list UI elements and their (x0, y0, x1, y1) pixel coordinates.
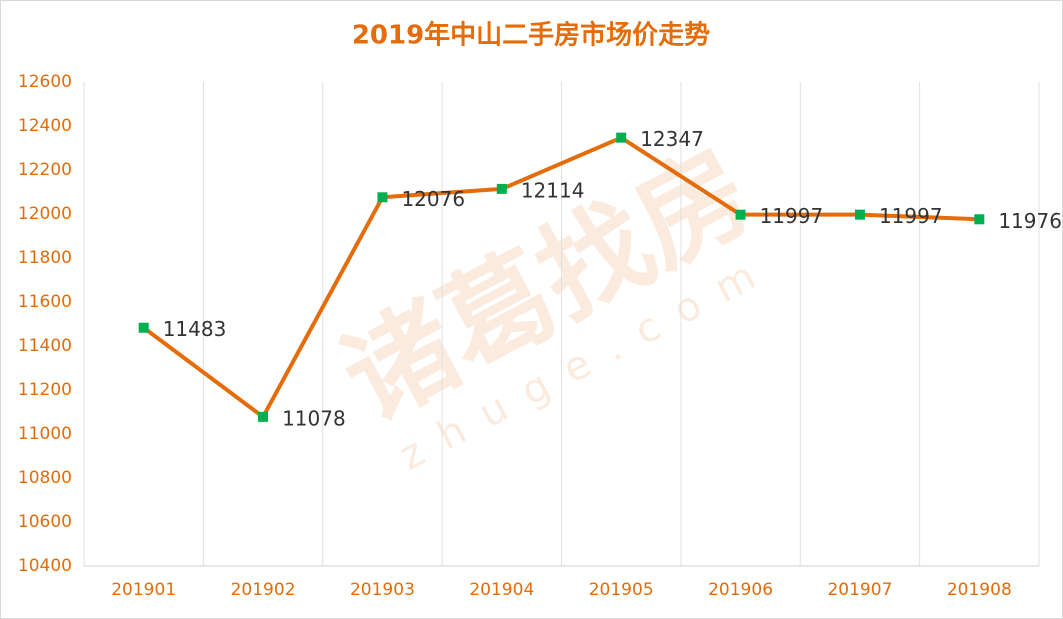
marker (974, 214, 985, 225)
data-label: 12114 (521, 178, 585, 202)
x-tick-label: 201908 (947, 580, 1012, 600)
data-label: 11976 (998, 209, 1062, 233)
y-tick-label: 12200 (18, 160, 72, 180)
y-tick-label: 11800 (18, 248, 72, 268)
marker (616, 132, 627, 143)
y-tick-label: 10400 (18, 556, 72, 576)
data-label: 12347 (640, 127, 704, 151)
marker (377, 192, 388, 203)
marker (138, 322, 149, 333)
x-tick-label: 201907 (827, 580, 892, 600)
y-tick-label: 11000 (18, 424, 72, 444)
data-label: 11997 (879, 204, 943, 228)
x-tick-label: 201903 (350, 580, 415, 600)
marker (854, 209, 865, 220)
y-tick-label: 11200 (18, 380, 72, 400)
x-tick-label: 201902 (231, 580, 296, 600)
y-tick-label: 12000 (18, 204, 72, 224)
y-tick-label: 11400 (18, 336, 72, 356)
data-label: 11078 (282, 406, 346, 430)
x-tick-label: 201901 (111, 580, 176, 600)
data-label: 12076 (401, 187, 465, 211)
marker (496, 183, 507, 194)
y-tick-label: 11600 (18, 292, 72, 312)
x-tick-label: 201906 (708, 580, 773, 600)
y-tick-label: 10800 (18, 468, 72, 488)
x-tick-label: 201905 (589, 580, 654, 600)
y-tick-label: 12400 (18, 116, 72, 136)
data-label: 11483 (163, 317, 227, 341)
marker (258, 411, 269, 422)
data-label: 11997 (760, 204, 824, 228)
y-tick-label: 10600 (18, 512, 72, 532)
marker (735, 209, 746, 220)
chart-title: 2019年中山二手房市场价走势 (352, 20, 710, 51)
x-tick-label: 201904 (469, 580, 534, 600)
y-tick-label: 12600 (18, 72, 72, 92)
line-series (142, 135, 980, 419)
